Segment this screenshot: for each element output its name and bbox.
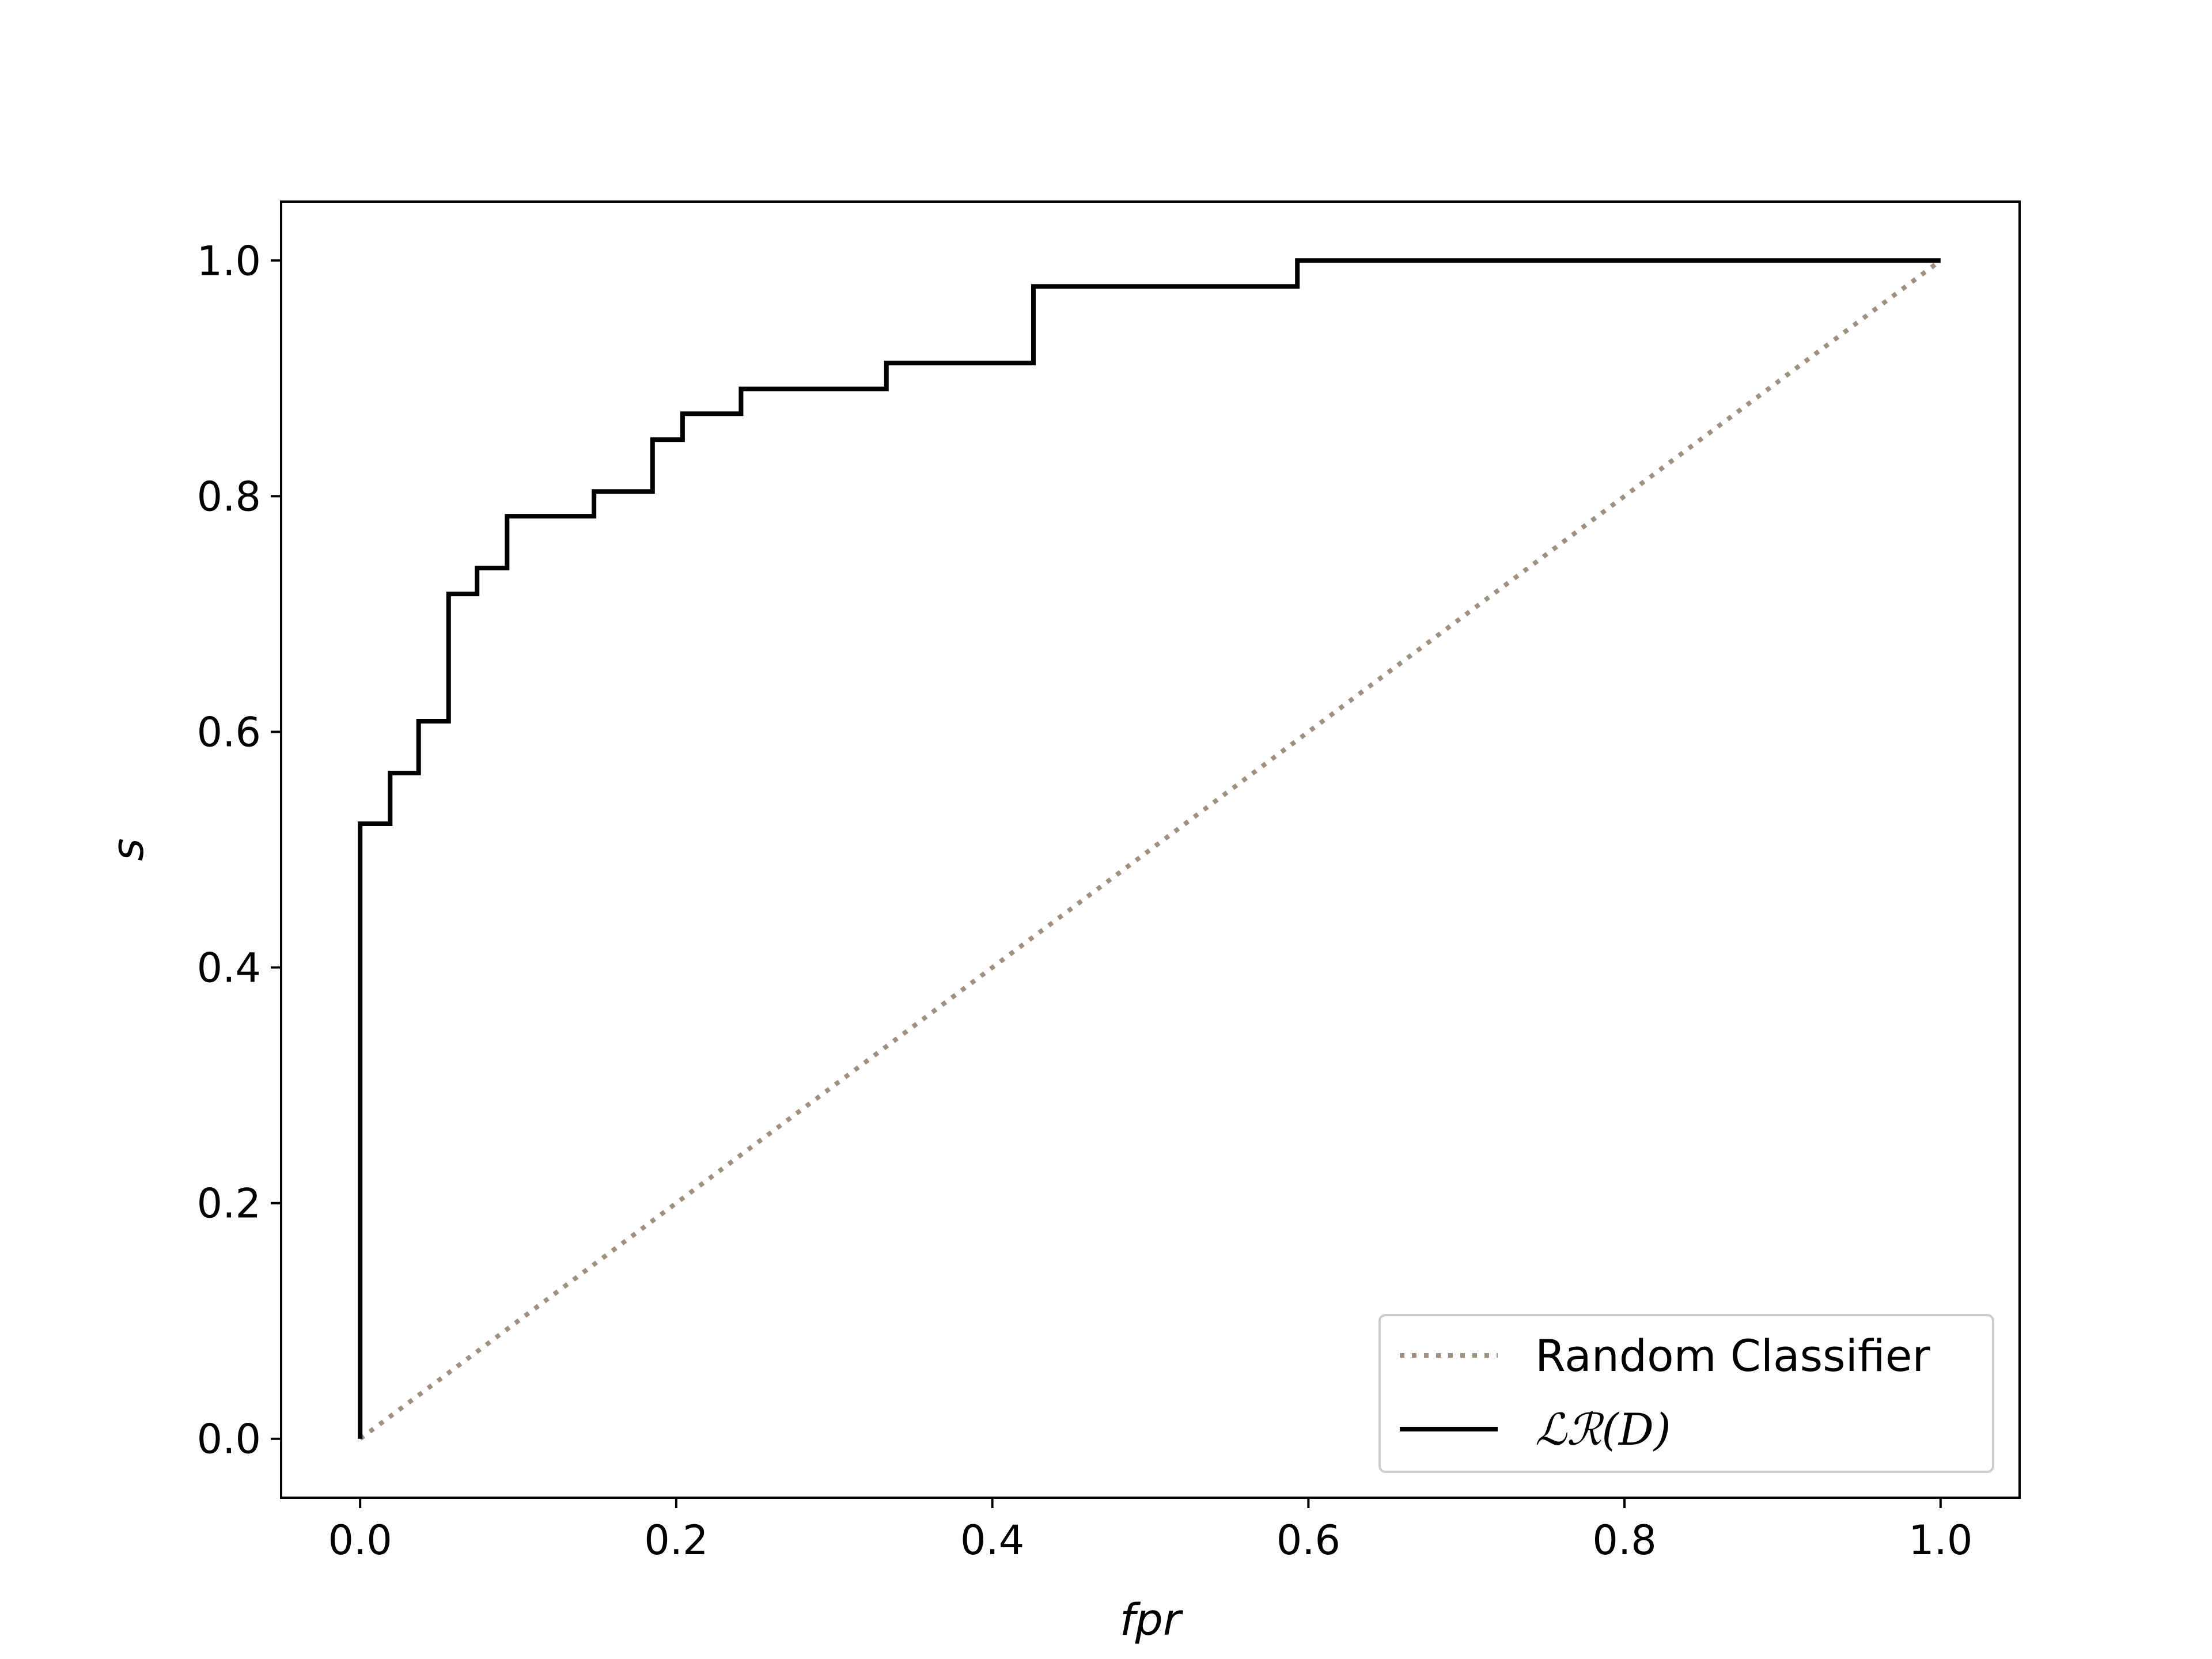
x-tick-label: 0.2 <box>644 1517 708 1564</box>
legend-box <box>1378 1314 1994 1473</box>
plot-area <box>358 258 1942 1441</box>
x-tick-label: 0.6 <box>1277 1517 1340 1564</box>
y-tick-label: 0.6 <box>197 709 261 756</box>
legend-label-random-classifier: Random Classifier <box>1535 1330 1930 1381</box>
legend-label-lr: ℒℛ(D) <box>1535 1404 1671 1455</box>
x-tick-label: 1.0 <box>1908 1517 1972 1564</box>
legend: Random Classifier ℒℛ(D) <box>1378 1314 1994 1473</box>
y-axis: 0.0 0.2 0.4 0.6 0.8 1.0 <box>197 237 281 1463</box>
series-line-lr <box>358 258 1941 1439</box>
y-axis-label: s <box>102 838 153 861</box>
x-axis: 0.0 0.2 0.4 0.6 0.8 1.0 <box>328 1498 1972 1564</box>
y-tick-label: 0.2 <box>197 1180 261 1228</box>
x-tick-label: 0.8 <box>1592 1517 1656 1564</box>
axes-frame <box>280 200 2021 1499</box>
x-tick-label: 0.4 <box>960 1517 1024 1564</box>
x-axis-label: fpr <box>1120 1594 1184 1645</box>
y-tick-label: 1.0 <box>197 237 261 285</box>
x-tick-label: 0.0 <box>328 1517 392 1564</box>
y-tick-label: 0.0 <box>197 1416 261 1463</box>
y-tick-label: 0.4 <box>197 945 261 992</box>
y-tick-label: 0.8 <box>197 473 261 520</box>
series-line-random-classifier <box>358 259 1942 1441</box>
